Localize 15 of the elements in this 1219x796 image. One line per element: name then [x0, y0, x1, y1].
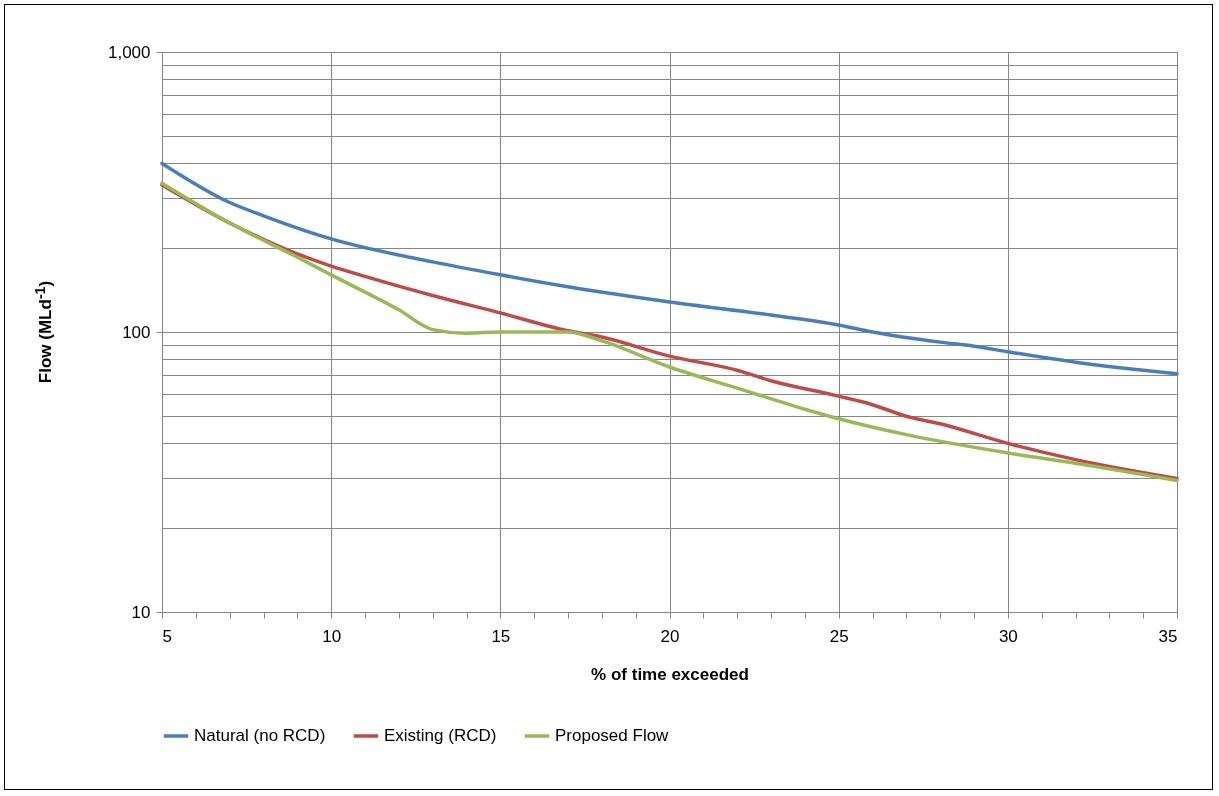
x-axis-title: % of time exceeded: [591, 664, 749, 684]
y-tick-label: 1,000: [107, 42, 151, 62]
x-tick-label: 10: [322, 626, 342, 646]
line-series: [160, 161, 1179, 376]
y-tick-label: 10: [131, 602, 151, 622]
legend-label: Existing (RCD): [384, 726, 497, 745]
x-tick-label: 30: [998, 626, 1018, 646]
y-tick-label: 100: [122, 322, 151, 342]
x-tick-label: 15: [491, 626, 511, 646]
x-tick-label: 5: [162, 626, 172, 646]
x-tick-label: 20: [660, 626, 680, 646]
legend-label: Natural (no RCD): [194, 726, 326, 745]
legend-label: Proposed Flow: [555, 726, 670, 745]
x-tick-label: 35: [1158, 626, 1178, 646]
x-tick-label: 25: [829, 626, 849, 646]
